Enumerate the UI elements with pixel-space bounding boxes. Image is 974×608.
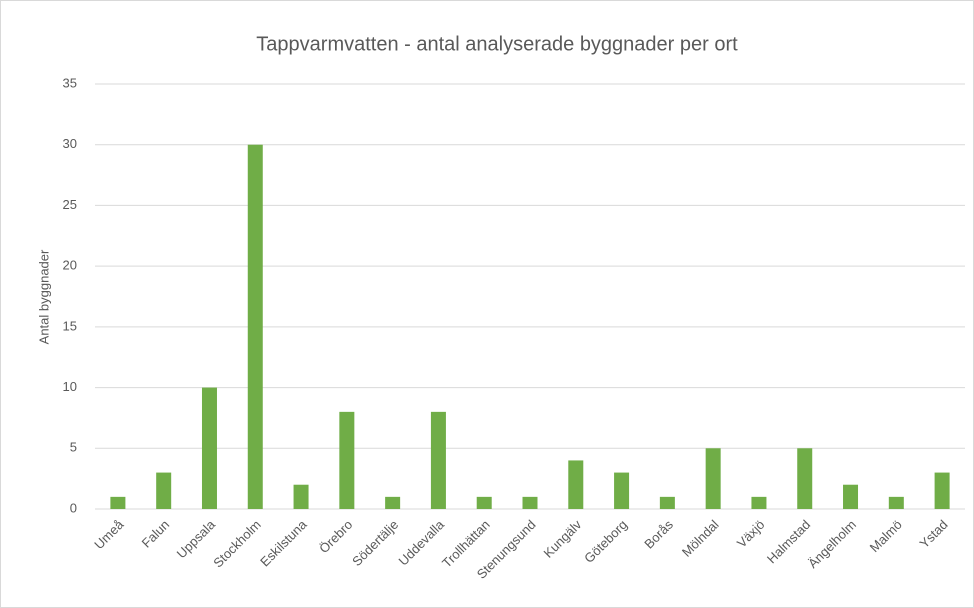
chart-title: Tappvarmvatten - antal analyserade byggn…: [256, 33, 738, 55]
bar: [568, 460, 584, 509]
bar: [614, 472, 630, 509]
bar: [156, 472, 172, 509]
bar: [110, 496, 126, 509]
y-tick-label: 15: [63, 318, 77, 333]
bar: [247, 144, 263, 509]
bar: [705, 448, 721, 509]
y-tick-label: 0: [70, 500, 77, 515]
bar: [843, 484, 859, 509]
y-tick-label: 35: [63, 75, 77, 90]
bar: [797, 448, 813, 509]
y-tick-label: 20: [63, 258, 77, 273]
bar: [293, 484, 309, 509]
bar: [385, 496, 401, 509]
y-axis-label: Antal byggnader: [36, 249, 51, 344]
bar: [522, 496, 538, 509]
y-tick-label: 5: [70, 440, 77, 455]
bar: [339, 411, 355, 509]
bar: [430, 411, 446, 509]
bar: [934, 472, 950, 509]
y-tick-label: 30: [63, 136, 77, 151]
y-tick-label: 25: [63, 197, 77, 212]
bar: [751, 496, 767, 509]
bar: [888, 496, 904, 509]
bar: [659, 496, 675, 509]
bar: [476, 496, 492, 509]
y-tick-label: 10: [63, 379, 77, 394]
bar: [201, 387, 217, 509]
